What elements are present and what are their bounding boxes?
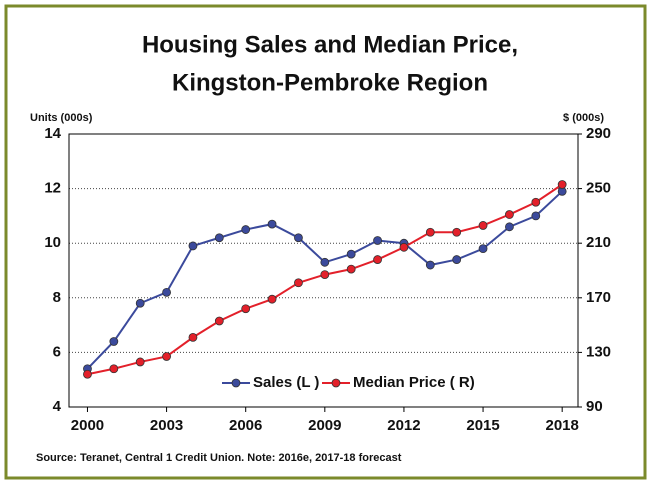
y2-tick-label: 170	[586, 289, 611, 306]
y2-tick-label: 250	[586, 180, 611, 197]
marker	[267, 294, 277, 304]
marker	[214, 316, 224, 326]
x-tick-label: 2003	[150, 417, 183, 434]
frame	[4, 4, 647, 480]
y2-tick-label: 90	[586, 398, 603, 415]
marker	[83, 369, 92, 379]
y-tick-label: 4	[53, 398, 62, 415]
marker	[373, 255, 382, 264]
marker	[162, 352, 171, 361]
marker	[162, 287, 171, 297]
legend-label: Median Price ( R)	[353, 374, 475, 391]
legend-marker	[231, 378, 241, 388]
marker	[294, 233, 303, 243]
legend-marker	[331, 378, 341, 388]
marker	[214, 233, 224, 243]
y-tick-label: 12	[44, 180, 61, 197]
chart-title: Kingston-Pembroke Region	[172, 69, 488, 96]
source-note: Source: Teranet, Central 1 Credit Union.…	[36, 452, 402, 464]
chart-title: Housing Sales and Median Price,	[142, 31, 518, 58]
y-axis-label: Units (000s)	[30, 112, 93, 124]
marker	[109, 337, 119, 346]
x-tick-label: 2018	[545, 417, 578, 434]
marker	[557, 180, 567, 189]
marker	[267, 219, 277, 229]
marker	[109, 364, 119, 374]
marker	[320, 257, 330, 267]
marker	[241, 304, 251, 314]
marker	[188, 241, 198, 251]
plot-area	[68, 133, 579, 408]
y2-axis-label: $ (000s)	[563, 112, 604, 124]
marker	[346, 249, 356, 259]
marker	[188, 332, 198, 342]
x-tick-label: 2015	[466, 417, 499, 434]
marker	[452, 227, 462, 237]
marker	[135, 357, 145, 367]
y2-tick-label: 290	[586, 125, 611, 142]
x-tick-label: 2009	[308, 417, 341, 434]
marker	[346, 264, 356, 274]
marker	[478, 244, 488, 254]
y-tick-label: 10	[44, 234, 61, 251]
marker	[294, 278, 303, 288]
marker	[425, 260, 435, 270]
y2-tick-label: 210	[586, 234, 611, 251]
y2-tick-label: 130	[586, 343, 611, 360]
y-tick-label: 8	[53, 289, 61, 306]
marker	[505, 210, 514, 219]
x-tick-label: 2006	[229, 417, 262, 434]
x-tick-label: 2012	[387, 417, 420, 434]
x-tick-label: 2000	[71, 417, 104, 434]
marker	[135, 298, 145, 308]
legend-label: Sales (L )	[253, 374, 319, 391]
marker	[320, 270, 330, 279]
y-tick-label: 14	[44, 125, 61, 142]
marker	[241, 225, 251, 234]
marker	[373, 236, 382, 245]
marker	[425, 227, 435, 237]
marker	[478, 221, 488, 230]
marker	[399, 242, 409, 252]
y-tick-label: 6	[53, 343, 61, 360]
marker	[531, 197, 541, 207]
marker	[452, 255, 462, 264]
marker	[505, 222, 514, 232]
marker	[531, 211, 541, 221]
